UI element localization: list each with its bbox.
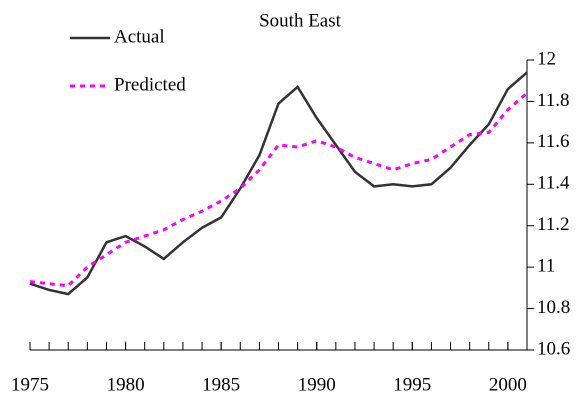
legend-label: Actual — [114, 26, 165, 47]
x-tick-label: 2000 — [489, 374, 527, 395]
x-tick-label: 1985 — [202, 374, 240, 395]
y-tick-label: 10.8 — [537, 297, 570, 318]
x-tick-label: 1980 — [107, 374, 145, 395]
series-line — [29, 71, 528, 296]
y-tick-label: 11 — [537, 256, 555, 277]
legend-label: Predicted — [114, 74, 186, 95]
x-tick-label: 1990 — [298, 374, 336, 395]
series-line — [29, 91, 528, 288]
y-tick-label: 11.4 — [537, 173, 570, 194]
x-tick-label: 1995 — [393, 374, 431, 395]
y-tick-label: 11.2 — [537, 214, 570, 235]
y-tick-label: 11.8 — [537, 90, 570, 111]
x-tick-label: 1975 — [11, 374, 49, 395]
y-tick-label: 11.6 — [537, 131, 570, 152]
y-tick-label: 10.6 — [537, 338, 570, 359]
chart-title: South East — [259, 10, 342, 31]
y-tick-label: 12 — [537, 48, 556, 69]
